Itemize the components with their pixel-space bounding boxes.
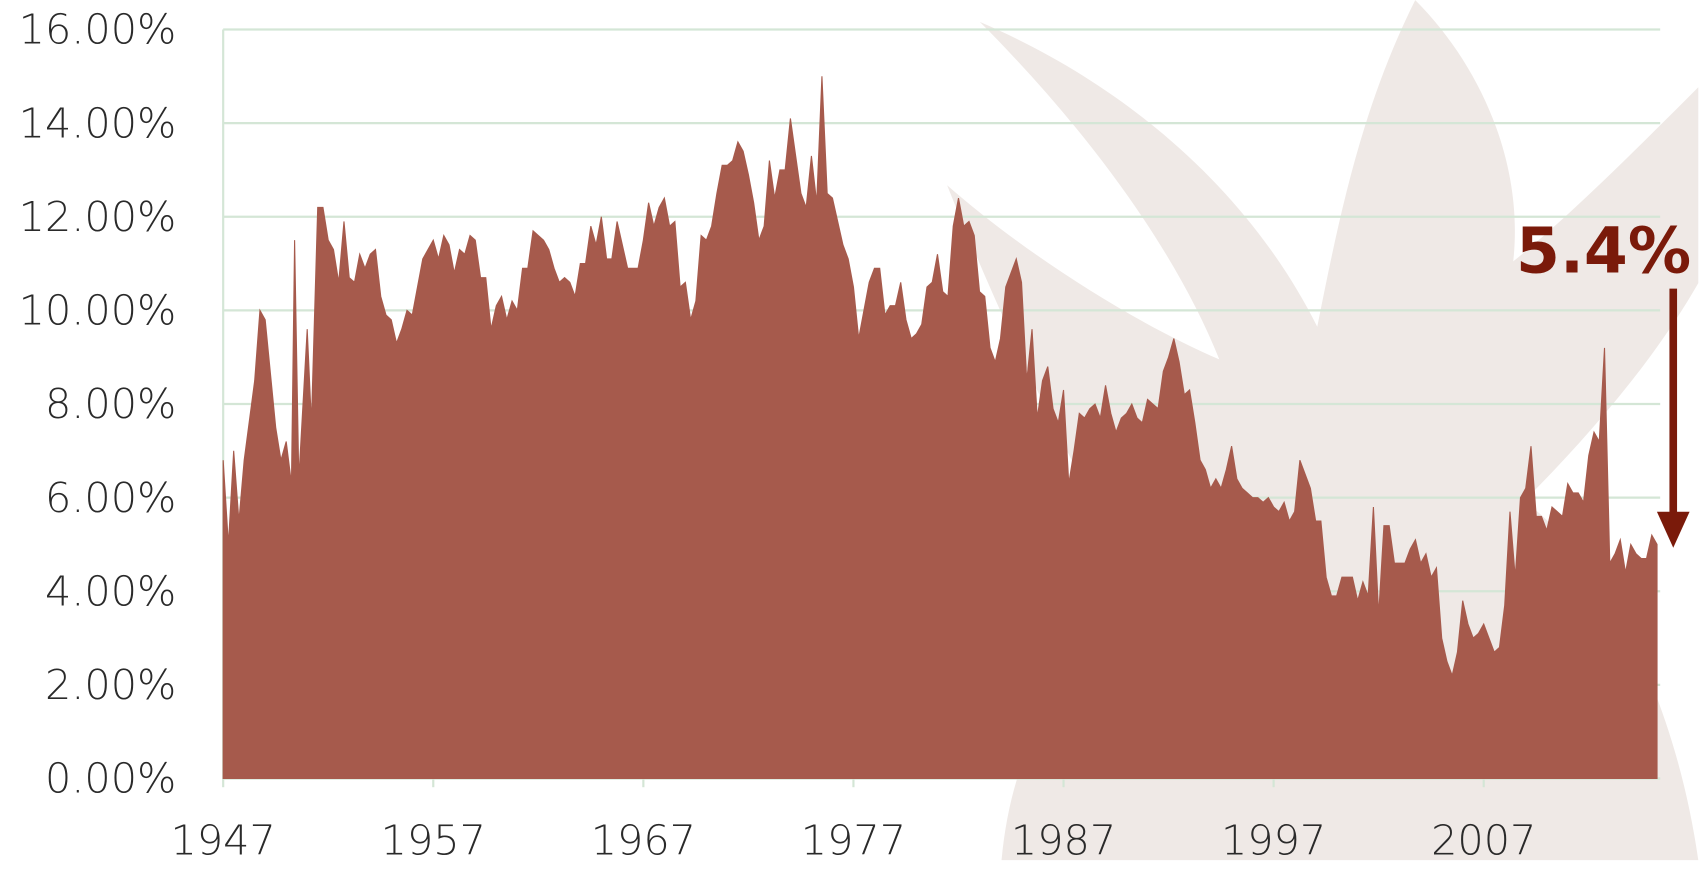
x-tick-label: 1967 bbox=[591, 817, 696, 865]
y-tick-label: 4.00% bbox=[45, 567, 176, 615]
y-tick-label: 2.00% bbox=[45, 661, 176, 709]
y-tick-label: 6.00% bbox=[45, 474, 176, 522]
annotation: 5.4% bbox=[1516, 213, 1691, 287]
y-tick-label: 16.00% bbox=[19, 6, 177, 54]
y-tick-label: 10.00% bbox=[19, 287, 177, 335]
arrow-head bbox=[1657, 512, 1690, 548]
x-tick-label: 1997 bbox=[1221, 817, 1326, 865]
y-tick-label: 0.00% bbox=[45, 755, 176, 803]
x-tick-label: 1947 bbox=[171, 817, 276, 865]
x-tick-label: 1987 bbox=[1011, 817, 1116, 865]
y-tick-label: 14.00% bbox=[19, 99, 177, 147]
page: 0.00% 2.00% 4.00% 6.00% 8.00% 10.00% 12.00% 14.… bbox=[0, 0, 1707, 869]
y-tick-label: 12.00% bbox=[19, 193, 177, 241]
y-tick-label: 8.00% bbox=[45, 380, 176, 428]
x-tick-label: 1957 bbox=[381, 817, 486, 865]
x-tick-label: 2007 bbox=[1431, 817, 1536, 865]
x-tick-label: 1977 bbox=[801, 817, 906, 865]
chart: 0.00% 2.00% 4.00% 6.00% 8.00% 10.00% 12.00% 14.… bbox=[0, 0, 1707, 869]
